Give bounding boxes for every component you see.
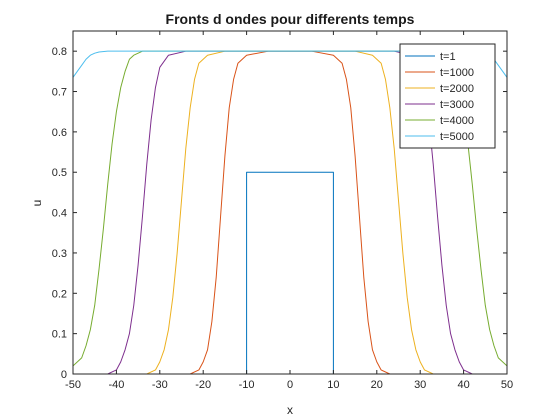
x-tick-label: -30 xyxy=(152,379,168,391)
y-tick-label: 0.2 xyxy=(52,288,67,300)
x-tick-label: 50 xyxy=(501,379,513,391)
y-tick-label: 0.1 xyxy=(52,329,67,341)
y-tick-label: 0.3 xyxy=(52,248,67,260)
legend-items: t=1 t=1000 t=2000 t=3000 t=4000 t=5000 xyxy=(405,51,474,143)
chart-title: Fronts d ondes pour differents temps xyxy=(166,11,415,27)
y-axis: 0 0.1 0.2 0.3 0.4 0.5 0.6 0.7 0.8 xyxy=(52,46,507,381)
y-tick-label: 0.6 xyxy=(52,127,67,139)
series-line-0 xyxy=(73,171,507,374)
y-tick-label: 0.5 xyxy=(52,167,67,179)
x-tick-label: 10 xyxy=(327,379,339,391)
x-tick-label: 40 xyxy=(457,379,469,391)
legend-box xyxy=(399,43,496,149)
x-tick-label: 0 xyxy=(287,379,293,391)
x-tick-label: -50 xyxy=(65,379,81,391)
legend-label-4: t=4000 xyxy=(440,115,474,127)
legend-label-0: t=1 xyxy=(440,51,456,63)
legend-label-1: t=1000 xyxy=(440,67,474,79)
y-tick-label: 0.4 xyxy=(52,208,67,220)
x-tick-label: 20 xyxy=(371,379,383,391)
legend-label-5: t=5000 xyxy=(440,131,474,143)
y-tick-label: 0.7 xyxy=(52,87,67,99)
x-axis-label: x xyxy=(287,403,293,417)
x-tick-label: -20 xyxy=(195,379,211,391)
y-axis-label: u xyxy=(30,200,44,207)
x-tick-label: 30 xyxy=(414,379,426,391)
y-tick-label: 0.8 xyxy=(52,46,67,58)
legend-label-3: t=3000 xyxy=(440,99,474,111)
x-tick-label: -10 xyxy=(239,379,255,391)
legend: t=1 t=1000 t=2000 t=3000 t=4000 t=5000 xyxy=(399,43,496,149)
legend-label-2: t=2000 xyxy=(440,83,474,95)
y-tick-label: 0 xyxy=(61,369,67,381)
x-axis: -50 -40 -30 -20 -10 0 10 20 30 40 50 xyxy=(65,31,513,391)
x-tick-label: -40 xyxy=(108,379,124,391)
